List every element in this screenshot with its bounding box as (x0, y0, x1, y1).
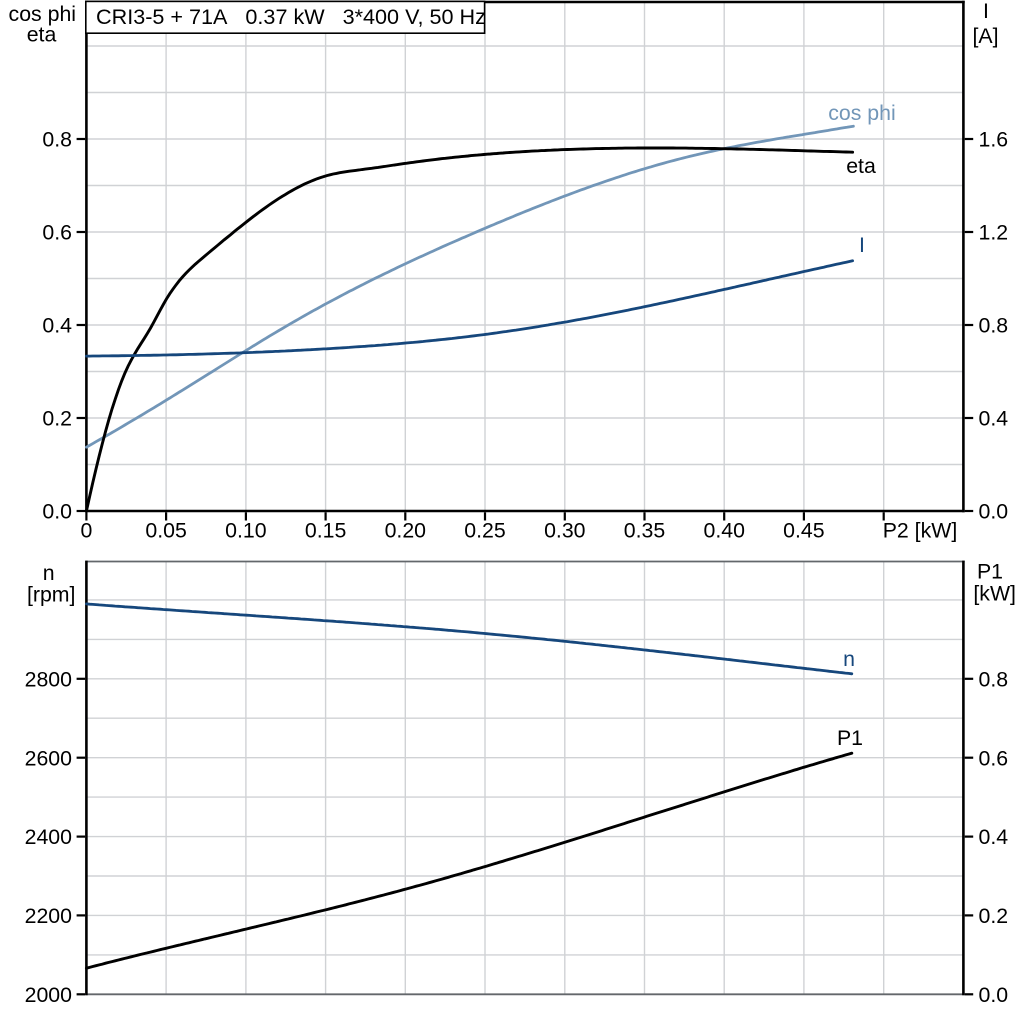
svg-text:I: I (859, 233, 865, 257)
svg-text:cos phi: cos phi (828, 101, 895, 125)
svg-text:0.05: 0.05 (145, 519, 186, 543)
svg-text:0.8: 0.8 (979, 667, 1009, 691)
svg-text:P1: P1 (977, 559, 1003, 583)
svg-text:[rpm]: [rpm] (27, 583, 76, 607)
svg-text:CRI3-5 + 71A 0.37 kW 3*400: CRI3-5 + 71A 0.37 kW 3*400 V, 50 Hz (96, 4, 486, 29)
svg-text:2400: 2400 (25, 825, 73, 849)
svg-text:0.15: 0.15 (305, 519, 346, 543)
svg-text:eta: eta (846, 154, 876, 178)
svg-text:2200: 2200 (25, 904, 73, 928)
svg-text:0.10: 0.10 (225, 519, 267, 543)
svg-text:0.6: 0.6 (42, 221, 72, 245)
svg-text:P1: P1 (837, 726, 863, 750)
svg-text:0.0: 0.0 (979, 500, 1009, 524)
svg-text:0.4: 0.4 (42, 314, 72, 338)
svg-text:eta: eta (27, 23, 57, 47)
svg-text:0.2: 0.2 (42, 407, 72, 431)
svg-text:0.35: 0.35 (624, 519, 665, 543)
svg-text:0.6: 0.6 (979, 746, 1009, 770)
svg-text:0.8: 0.8 (979, 314, 1009, 338)
svg-text:0.4: 0.4 (979, 407, 1009, 431)
svg-text:n: n (843, 647, 855, 671)
svg-text:2800: 2800 (25, 667, 73, 691)
svg-text:0.20: 0.20 (385, 519, 427, 543)
svg-text:0: 0 (80, 519, 92, 543)
svg-text:0.2: 0.2 (979, 904, 1009, 928)
svg-text:0.40: 0.40 (703, 519, 745, 543)
svg-text:0.0: 0.0 (979, 983, 1009, 1007)
svg-text:P2 [kW]: P2 [kW] (883, 519, 958, 543)
svg-text:cos phi: cos phi (9, 2, 76, 26)
svg-text:[A]: [A] (972, 24, 998, 48)
svg-text:n: n (43, 561, 55, 585)
svg-text:1.2: 1.2 (979, 221, 1009, 245)
svg-text:2000: 2000 (25, 983, 73, 1007)
svg-text:[kW]: [kW] (973, 582, 1016, 606)
svg-text:0.45: 0.45 (783, 519, 824, 543)
svg-text:I: I (983, 0, 989, 23)
svg-text:2600: 2600 (25, 746, 73, 770)
svg-text:0.8: 0.8 (42, 128, 72, 152)
svg-text:0.25: 0.25 (464, 519, 505, 543)
svg-text:0.30: 0.30 (544, 519, 586, 543)
svg-text:0.4: 0.4 (979, 825, 1009, 849)
svg-text:0.0: 0.0 (42, 500, 72, 524)
svg-text:1.6: 1.6 (979, 128, 1009, 152)
